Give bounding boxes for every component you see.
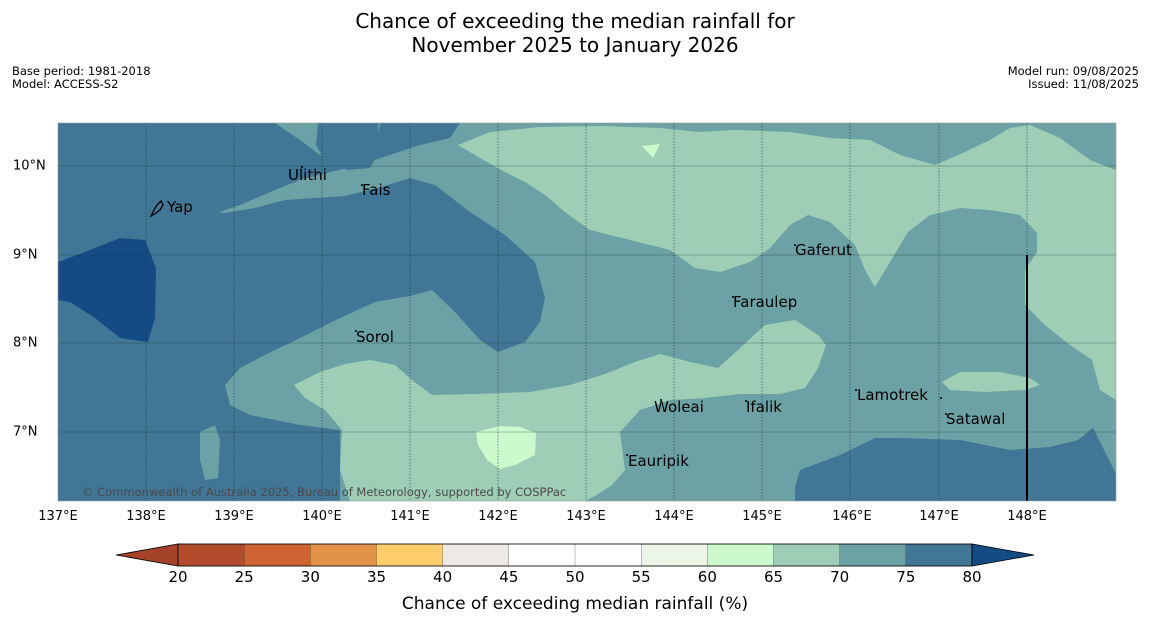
model-run-date: Model run: 09/08/2025: [1007, 64, 1139, 78]
place-label-lamotrek: Lamotrek: [857, 386, 928, 404]
contour-65-70-northeast: [458, 125, 1116, 400]
colorbar-cell: [707, 543, 775, 567]
ulithi-island-icon: [301, 166, 303, 168]
place-label-ifalik: Ifalik: [746, 398, 782, 416]
colorbar-tick-label: 70: [830, 568, 850, 586]
lon-label-147e: 147°E: [919, 509, 959, 524]
colorbar-cell: [376, 543, 444, 567]
lon-label-145e: 145°E: [742, 509, 782, 524]
lon-label-138e: 138°E: [126, 509, 166, 524]
lon-label-143e: 143°E: [566, 509, 606, 524]
place-label-satawal: Satawal: [946, 410, 1006, 428]
place-label-sorol: Sorol: [356, 328, 394, 346]
colorbar-tick-label: 55: [631, 568, 651, 586]
lon-label-137e: 137°E: [38, 509, 78, 524]
ifalik-island-icon: [745, 400, 747, 402]
contour-70-75-notch: [200, 425, 220, 480]
place-label-faraulep: Faraulep: [733, 293, 798, 311]
colorbar-tick-label: 75: [896, 568, 916, 586]
place-label-ulithi: Ulithi: [288, 166, 327, 184]
colorbar-extend-low: [115, 543, 179, 567]
lon-label-139e: 139°E: [214, 509, 254, 524]
colorbar-tick-label: 65: [763, 568, 784, 586]
colorbar-tick-label: 20: [168, 568, 188, 586]
gaferut-island-icon: [794, 244, 796, 246]
colorbar-tick-label: 60: [697, 568, 717, 586]
lat-label-8n: 8°N: [13, 335, 38, 351]
title-line-1: Chance of exceeding the median rainfall …: [355, 9, 795, 33]
contour-75-80-north: [316, 123, 380, 170]
copyright-notice: © Commonwealth of Australia 2025, Bureau…: [82, 485, 567, 499]
colorbar-tick-label: 35: [366, 568, 387, 586]
colorbar-cell: [839, 543, 907, 567]
contour-65-70-east: [942, 372, 1040, 392]
issued-date: Issued: 11/08/2025: [1028, 77, 1139, 91]
colorbar-cell: [244, 543, 311, 567]
colorbar-tick-label: 50: [565, 568, 585, 586]
lon-label-144e: 144°E: [654, 509, 694, 524]
eauripik-island-icon: [626, 454, 628, 456]
lat-label-7n: 7°N: [13, 424, 38, 440]
title-line-2: November 2025 to January 2026: [411, 33, 739, 57]
colorbar-label: Chance of exceeding median rainfall (%): [401, 594, 749, 614]
lon-label-141e: 141°E: [390, 509, 430, 524]
lon-label-146e: 146°E: [832, 509, 872, 524]
colorbar-cell: [641, 543, 708, 567]
colorbar-tick-label: 25: [234, 568, 254, 586]
colorbar-cell: [508, 543, 576, 567]
colorbar-tick-label: 30: [300, 568, 320, 586]
colorbar-cell: [574, 543, 642, 567]
lon-label-140e: 140°E: [302, 509, 342, 524]
place-label-fais: Fais: [362, 181, 391, 199]
map-title: Chance of exceeding the median rainfall …: [0, 9, 1150, 57]
lat-label-10n: 10°N: [13, 158, 46, 174]
fais-island-icon: [361, 184, 363, 186]
sorol-island-icon: [355, 330, 357, 332]
model-info: Base period: 1981-2018 Model: ACCESS-S2: [12, 65, 151, 91]
contour-60-65-north: [642, 144, 660, 158]
colorbar-cell: [442, 543, 510, 567]
colorbar-cell: [310, 543, 378, 567]
lon-label-148e: 148°E: [1007, 509, 1047, 524]
map-frame: [57, 122, 1117, 502]
place-label-eauripik: Eauripik: [628, 452, 689, 470]
colorbar-cell: [177, 543, 245, 567]
colorbar-extend-high: [971, 543, 1035, 567]
place-label-gaferut: Gaferut: [795, 241, 852, 259]
faraulep-island-icon: [732, 296, 734, 298]
lamotrek-island-icon: [855, 389, 857, 391]
contour-65-70-south: [294, 320, 826, 501]
yap-island-icon: [149, 199, 164, 218]
place-label-woleai: Woleai: [654, 398, 704, 416]
colorbar-cell: [773, 543, 841, 567]
contour-75-80-west: [58, 123, 545, 501]
contour-80-plus-west: [58, 238, 156, 342]
colorbar-tick-label: 45: [499, 568, 519, 586]
colorbar-cell: [905, 543, 973, 567]
base-period: Base period: 1981-2018: [12, 64, 151, 78]
colorbar-tick-label: 40: [433, 568, 453, 586]
colorbar-tick-label: 80: [962, 568, 982, 586]
lon-label-142e: 142°E: [478, 509, 518, 524]
place-label-yap: Yap: [167, 198, 193, 216]
woleai-island-icon: [660, 399, 662, 401]
model-name: Model: ACCESS-S2: [12, 77, 119, 91]
contour-75-80-southeast: [795, 428, 1116, 501]
run-info: Model run: 09/08/2025 Issued: 11/08/2025: [1008, 65, 1139, 91]
satawal-island-icon: [945, 413, 947, 415]
lamotrek-island-icon: [940, 397, 942, 399]
contour-60-65-central: [476, 426, 536, 469]
lat-label-9n: 9°N: [13, 247, 38, 263]
